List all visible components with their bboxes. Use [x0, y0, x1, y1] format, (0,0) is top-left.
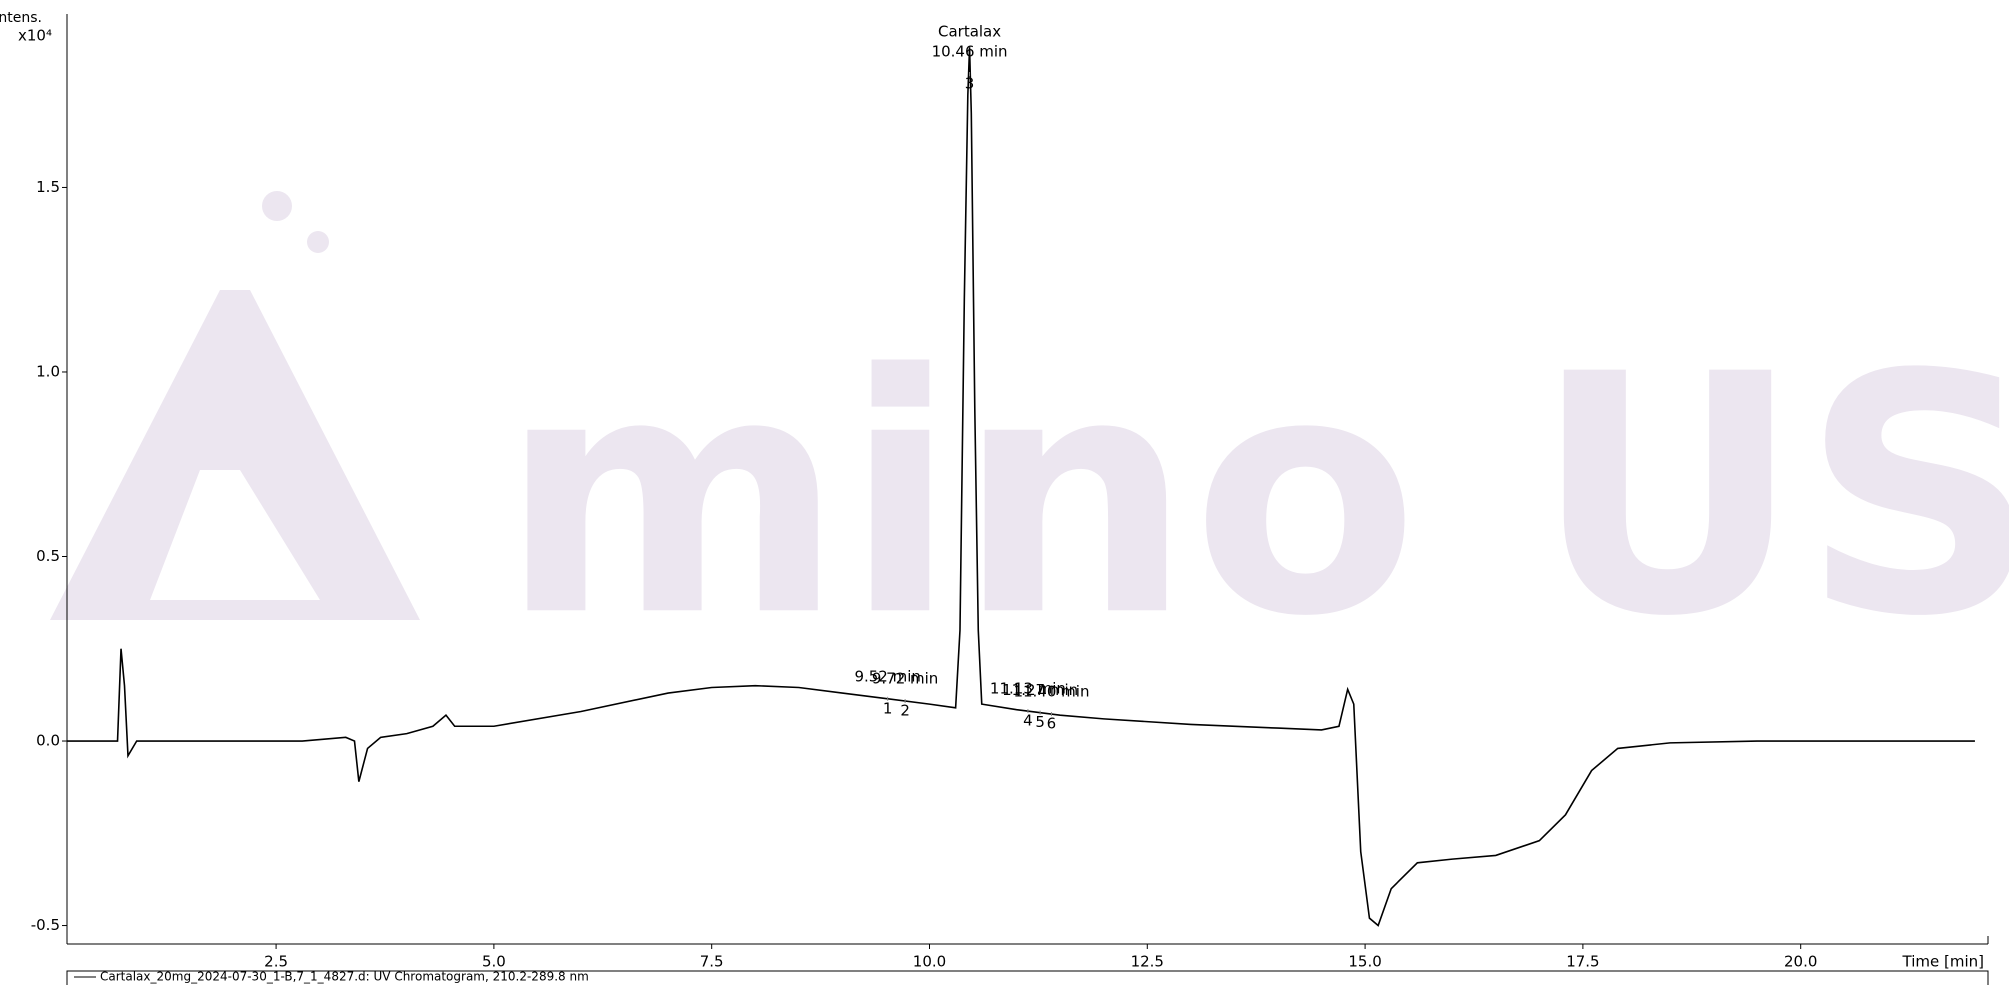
x-tick-label: 5.0	[482, 953, 506, 971]
legend-box	[66, 970, 1989, 985]
y-tick-label: 0.0	[36, 732, 60, 750]
x-tick-label: 15.0	[1348, 953, 1381, 971]
x-tick-label: 20.0	[1784, 953, 1817, 971]
watermark-bubble	[262, 191, 292, 221]
peak-name: Cartalax	[938, 23, 1001, 41]
y-tick-label: -0.5	[31, 916, 60, 934]
peak-time: 11.40 min	[1013, 683, 1089, 701]
y-tick-label: 1.0	[36, 362, 60, 380]
y-axis-label: Intens.	[0, 10, 42, 26]
peak-number: 2	[900, 702, 910, 720]
peak-time: 11.27 min	[1002, 681, 1078, 699]
x-tick-label: 10.0	[913, 953, 946, 971]
x-tick-label: 7.5	[700, 953, 724, 971]
watermark-flask	[50, 290, 420, 620]
peak-number: 3	[965, 75, 975, 93]
legend-text: Cartalax_20mg_2024-07-30_1-B,7_1_4827.d:…	[100, 970, 589, 984]
peak-time: 10.46 min	[932, 43, 1008, 61]
watermark-text: mino USA	[500, 304, 2009, 688]
x-tick-label: 17.5	[1566, 953, 1599, 971]
watermark-bubble	[307, 231, 329, 253]
trace	[67, 47, 1975, 927]
x-axis-label: Time [min]	[1902, 953, 1984, 971]
y-tick-label: 0.5	[36, 547, 60, 565]
legend: Cartalax_20mg_2024-07-30_1-B,7_1_4827.d:…	[66, 970, 1989, 985]
peak-number: 1	[883, 699, 893, 717]
watermark: mino USA	[50, 191, 2009, 688]
peak-number: 4	[1023, 712, 1033, 730]
peak-time: 9.72 min	[872, 670, 938, 688]
peak-number: 6	[1047, 715, 1057, 733]
peak-time: 9.52 min	[854, 667, 920, 685]
peak-number: 5	[1035, 713, 1045, 731]
x-tick-label: 2.5	[264, 953, 288, 971]
peak-time: 11.13 min	[990, 680, 1066, 698]
y-tick-label: 1.5	[36, 178, 60, 196]
y-axis-unit: x10⁴	[18, 27, 52, 45]
x-tick-label: 12.5	[1131, 953, 1164, 971]
